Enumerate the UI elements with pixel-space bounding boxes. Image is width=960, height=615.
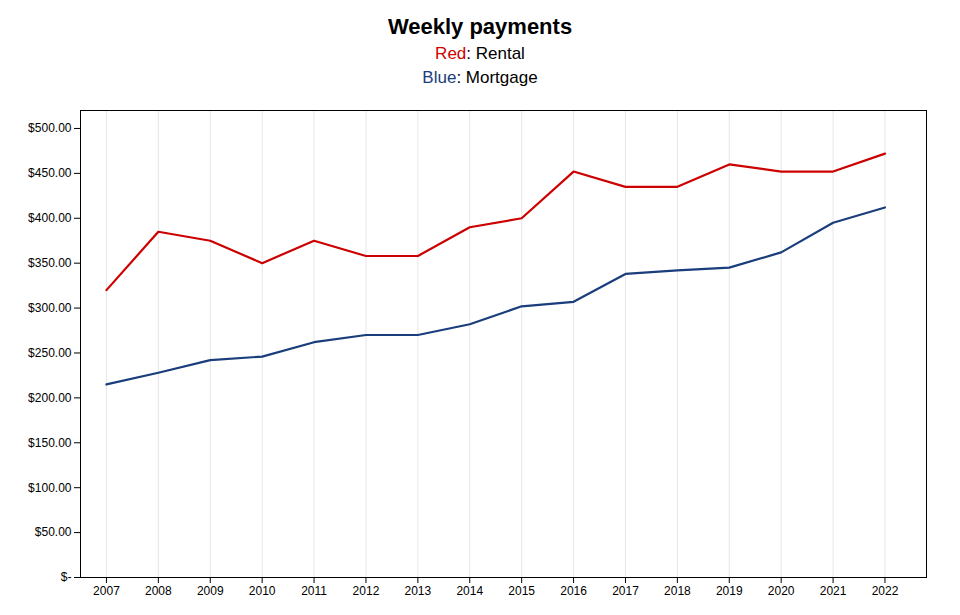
svg-text:$50.00: $50.00	[35, 525, 72, 539]
html-text:Red: Rental: Red: Rental	[435, 44, 525, 63]
svg-text:2016: 2016	[560, 584, 587, 598]
svg-text:2022: 2022	[872, 584, 899, 598]
svg-text:$-: $-	[61, 570, 72, 584]
svg-text:2011: 2011	[301, 584, 327, 598]
svg-text:$500.00: $500.00	[28, 121, 72, 135]
svg-text:2014: 2014	[456, 584, 483, 598]
svg-text:2015: 2015	[508, 584, 535, 598]
svg-text:2010: 2010	[249, 584, 276, 598]
svg-text:2013: 2013	[405, 584, 432, 598]
svg-text:$200.00: $200.00	[28, 391, 72, 405]
svg-text:2012: 2012	[353, 584, 380, 598]
svg-text:2020: 2020	[768, 584, 795, 598]
svg-text:2021: 2021	[820, 584, 847, 598]
svg-text:$300.00: $300.00	[28, 301, 72, 315]
svg-text:$150.00: $150.00	[28, 436, 72, 450]
svg-text:$250.00: $250.00	[28, 346, 72, 360]
svg-text:$100.00: $100.00	[28, 481, 72, 495]
html-text:Weekly payments: Weekly payments	[387, 14, 573, 39]
svg-text:2018: 2018	[664, 584, 691, 598]
svg-text:$400.00: $400.00	[28, 211, 72, 225]
svg-text:$350.00: $350.00	[28, 256, 72, 270]
svg-text:2009: 2009	[197, 584, 224, 598]
html-text:Blue: Mortgage: Blue: Mortgage	[422, 68, 538, 87]
svg-text:2019: 2019	[716, 584, 743, 598]
svg-text:$450.00: $450.00	[28, 166, 72, 180]
svg-text:2008: 2008	[145, 584, 172, 598]
svg-text:2007: 2007	[93, 584, 120, 598]
svg-text:2017: 2017	[612, 584, 639, 598]
